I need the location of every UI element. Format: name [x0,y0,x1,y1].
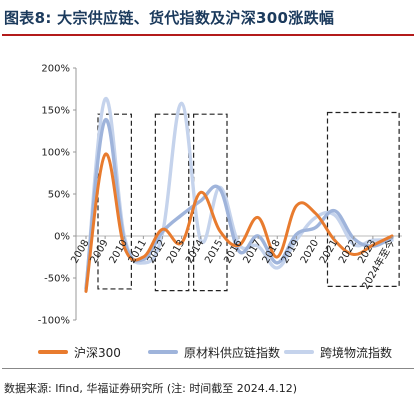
series-line-supply [84,118,394,290]
y-axis-ticks: -100% -50% 0% 50% 100% 150% 200% [38,64,77,327]
legend-item-logistics: 跨境物流指数 [284,340,392,364]
series-line-hs300 [84,152,394,293]
chart-title: 图表8: 大宗供应链、货代指数及沪深300涨跌幅 [4,9,335,27]
x-axis-ticks: 2008200920102011201220132014201520162017… [69,236,398,292]
legend-label: 沪深300 [74,345,121,360]
legend-swatch [38,350,68,354]
dashed-highlight-box [326,111,400,288]
x-tick-label: 2022 [337,238,359,266]
dashed-highlight-box [97,113,132,290]
x-tick-label: 2020 [299,238,321,266]
x-tick-label: 2013 [165,238,187,266]
y-tick-label: 50% [48,190,70,201]
legend-item-supply: 原材料供应链指数 [148,340,280,364]
title-rule [2,34,414,36]
y-tick-label: -100% [38,316,70,327]
x-tick-label: 2015 [203,238,225,266]
y-tick-label: -50% [44,274,70,285]
legend-label: 原材料供应链指数 [184,345,281,360]
x-tick-label: 2021 [318,238,340,266]
legend: 沪深300 原材料供应链指数 跨境物流指数 [0,340,416,364]
y-tick-label: 100% [41,148,70,159]
source-note: 数据来源: Ifind, 华福证券研究所 (注: 时间截至 2024.4.12) [4,382,298,395]
line-chart: -100% -50% 0% 50% 100% 150% 200% 2008200920102… [38,64,402,327]
series-layer [84,97,394,293]
y-tick-label: 0% [54,232,70,243]
y-tick-label: 200% [41,64,70,75]
dashed-highlight-box [154,113,190,292]
legend-item-hs300: 沪深300 [38,340,121,364]
x-tick-label: 2014 [184,238,206,266]
bottom-rule [2,368,414,369]
legend-swatch [148,350,178,354]
y-tick-label: 150% [41,106,70,117]
legend-label: 跨境物流指数 [320,345,393,360]
legend-swatch [284,350,314,354]
